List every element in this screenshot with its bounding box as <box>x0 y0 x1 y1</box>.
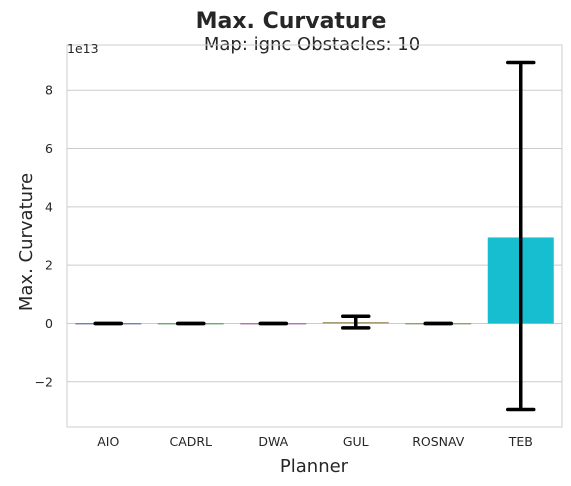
y-tick-label: 0 <box>45 316 53 331</box>
plot-frame <box>66 44 563 428</box>
y-tick-labels: −2 0 2 4 6 8 <box>35 83 53 390</box>
bars <box>75 237 554 325</box>
y-tick-label: 4 <box>45 199 53 214</box>
chart-suptitle: Max. Curvature <box>196 9 387 34</box>
x-tick-label: GUL <box>343 434 369 449</box>
y-tick-label: −2 <box>35 374 53 389</box>
y-tick-label: 6 <box>45 141 53 156</box>
y-tick-label: 8 <box>45 83 53 98</box>
x-tick-labels: AIO CADRL DWA GUL ROSNAV TEB <box>97 434 533 449</box>
error-bars <box>93 60 536 412</box>
y-tick-label: 2 <box>45 258 53 273</box>
x-tick-label: CADRL <box>169 434 212 449</box>
gridlines <box>66 44 563 428</box>
x-tick-label: DWA <box>258 434 288 449</box>
x-tick-label: ROSNAV <box>412 434 465 449</box>
y-axis-label: Max. Curvature <box>16 173 37 311</box>
x-axis-label: Planner <box>280 456 349 477</box>
y-offset-text: 1e13 <box>67 41 99 56</box>
x-tick-label: TEB <box>508 434 533 449</box>
x-tick-label: AIO <box>97 434 119 449</box>
